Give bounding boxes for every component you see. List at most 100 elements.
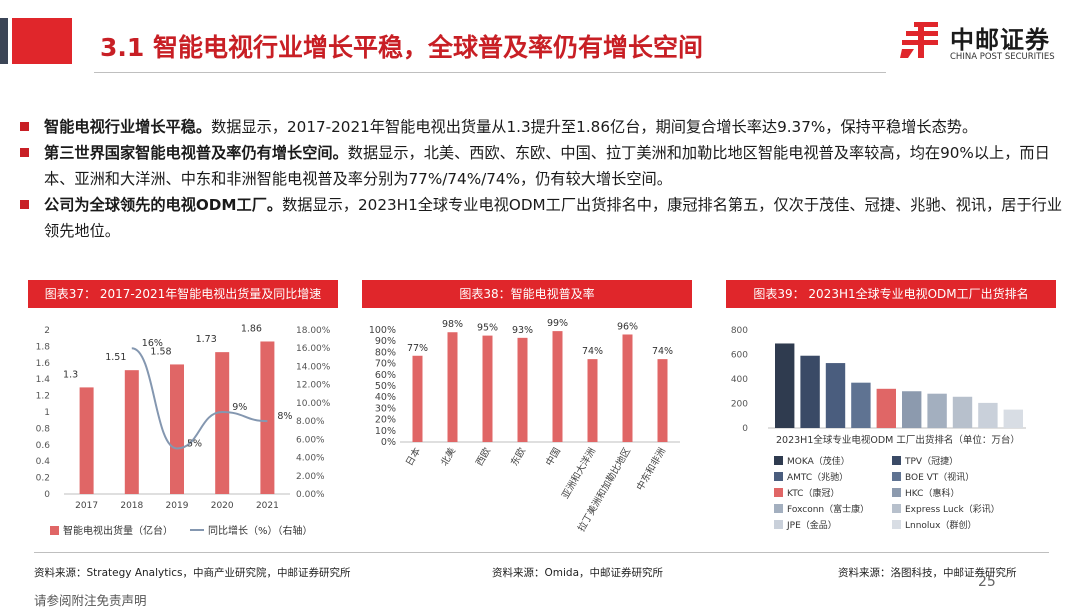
x-tick-label: 2021: [256, 501, 279, 511]
bullet-list: 智能电视行业增长平稳。数据显示，2017-2021年智能电视出货量从1.3提升至…: [18, 114, 1068, 244]
legend-swatch: [892, 488, 901, 497]
chart1-title: 图表37： 2017-2021年智能电视出货量及同比增速: [28, 280, 338, 308]
y-tick-label: 90%: [375, 336, 396, 347]
y-tick-label: 0: [44, 490, 50, 500]
legend-bar-swatch: [50, 526, 59, 535]
title-divider: [94, 72, 886, 73]
bar-data-label: 1.3: [63, 369, 78, 380]
legend-item: MOKA（茂佳）: [774, 454, 850, 467]
bullet-square-icon: [20, 122, 29, 131]
chart3-xlabel: 2023H1全球专业电视ODM 工厂出货排名（单位：万台）: [776, 435, 1020, 446]
legend-swatch: [892, 472, 901, 481]
source-note-2: 资料来源：Omida，中邮证券研究所: [492, 567, 664, 579]
y-tick-label: 800: [731, 326, 748, 336]
bar-data-label: 96%: [617, 321, 638, 332]
bar-data-label: 74%: [652, 346, 673, 357]
y-tick-label: 1.6: [36, 359, 51, 369]
bullet-heading: 第三世界国家智能电视普及率仍有增长空间。: [44, 144, 348, 162]
page-number: 25: [978, 574, 996, 590]
y2-tick-label: 4.00%: [296, 454, 325, 464]
bar-penetration: [552, 331, 563, 442]
bar-odm: [851, 382, 871, 428]
y2-tick-label: 14.00%: [296, 362, 331, 372]
legend-swatch: [892, 456, 901, 465]
y-tick-label: 200: [731, 400, 748, 410]
legend-label: BOE VT（视讯）: [905, 473, 975, 483]
growth-line: [131, 347, 268, 450]
legend-swatch: [774, 504, 783, 513]
bar-data-label: 1.86: [241, 323, 262, 334]
x-tick-label: 西欧: [473, 445, 493, 468]
legend-item: JPE（金品）: [774, 518, 837, 531]
bar-odm: [876, 388, 896, 428]
bar-odm: [927, 393, 947, 428]
header-accent-dark: [0, 18, 8, 64]
legend-swatch: [774, 456, 783, 465]
bullet-text: 数据显示，2017-2021年智能电视出货量从1.3提升至1.86亿台，期间复合…: [211, 118, 978, 136]
bar-penetration: [412, 355, 423, 442]
y2-tick-label: 12.00%: [296, 381, 331, 391]
y-tick-label: 2: [44, 326, 50, 336]
bar-odm: [902, 391, 922, 428]
legend-item: AMTC（兆驰）: [774, 470, 848, 483]
legend-label: Express Luck（彩讯）: [905, 505, 1000, 515]
chart2-penetration: 0%10%20%30%40%50%60%70%80%90%100% 77% 日本 98…: [369, 318, 680, 534]
chart3-legend: MOKA（茂佳） TPV（冠捷） AMTC（兆驰） BOE VT（视讯） KTC（康冠）…: [774, 454, 1054, 534]
y2-tick-label: 6.00%: [296, 435, 325, 445]
x-tick-label: 东欧: [508, 445, 528, 468]
bullet-square-icon: [20, 148, 29, 157]
bullet-item: 第三世界国家智能电视普及率仍有增长空间。数据显示，北美、西欧、东欧、中国、拉丁美…: [18, 140, 1068, 192]
legend-swatch: [774, 472, 783, 481]
line-data-label: 5%: [187, 438, 202, 449]
bar-penetration: [587, 359, 598, 442]
y-tick-label: 1: [44, 408, 50, 418]
y-tick-label: 0.4: [36, 457, 51, 467]
line-data-label: 8%: [277, 411, 292, 422]
china-post-emblem-icon: [900, 22, 938, 58]
source-note-1: 资料来源：Strategy Analytics，中商产业研究院，中邮证券研究所: [34, 567, 351, 579]
line-data-label: 9%: [232, 402, 247, 413]
y-tick-label: 0.6: [36, 441, 51, 451]
legend-swatch: [774, 520, 783, 529]
y-tick-label: 100%: [369, 325, 396, 336]
y2-tick-label: 16.00%: [296, 344, 331, 354]
chart3-odm-ranking: 0 200 400 600 800: [731, 326, 1026, 434]
bar-penetration: [517, 337, 528, 442]
disclaimer-link[interactable]: 请参阅附注免责声明: [34, 593, 147, 608]
bar-data-label: 1.51: [105, 352, 126, 363]
logo-english-name: CHINA POST SECURITIES: [950, 52, 1055, 62]
legend-line-swatch: [190, 529, 204, 531]
y-tick-label: 50%: [375, 381, 396, 392]
y-tick-label: 0.8: [36, 424, 51, 434]
x-tick-label: 北美: [438, 445, 458, 468]
y-tick-label: 1.4: [36, 375, 51, 385]
y2-tick-label: 18.00%: [296, 326, 331, 336]
source-note-3: 资料来源：洛图科技，中邮证券研究所: [838, 567, 1017, 579]
legend-bar-label: 智能电视出货量（亿台）: [63, 526, 173, 537]
x-tick-label: 2018: [120, 501, 143, 511]
y-tick-label: 600: [731, 351, 748, 361]
y2-tick-label: 8.00%: [296, 417, 325, 427]
bar-penetration: [622, 334, 633, 442]
x-tick-label: 2020: [211, 501, 234, 511]
bullet-text: 数据显示，北美、西欧、东欧、中国、拉丁美洲和加勒比地区智能电视普及率较高，均在9…: [44, 144, 1050, 188]
bar-penetration: [447, 332, 458, 442]
y-tick-label: 40%: [375, 392, 396, 403]
y-tick-label: 1.8: [36, 342, 51, 352]
bullet-heading: 智能电视行业增长平稳。: [44, 118, 212, 136]
bar-shipment: [215, 352, 230, 494]
legend-item: BOE VT（视讯）: [892, 470, 974, 483]
y2-tick-label: 0.00%: [296, 490, 325, 500]
header-accent-red: [12, 18, 72, 64]
bar-data-label: 99%: [547, 318, 568, 329]
bullet-item: 公司为全球领先的电视ODM工厂。数据显示，2023H1全球专业电视ODM工厂出货…: [18, 192, 1068, 244]
bar-data-label: 77%: [407, 343, 428, 354]
bar-shipment: [170, 364, 184, 494]
y-tick-label: 1.2: [36, 392, 50, 402]
bar-penetration: [482, 335, 493, 442]
company-logo: 中邮证券 CHINA POST SECURITIES: [900, 18, 1070, 68]
y-tick-label: 0: [742, 424, 748, 434]
bar-shipment: [124, 370, 139, 494]
bullet-item: 智能电视行业增长平稳。数据显示，2017-2021年智能电视出货量从1.3提升至…: [18, 114, 1068, 140]
bar-odm: [775, 343, 795, 428]
